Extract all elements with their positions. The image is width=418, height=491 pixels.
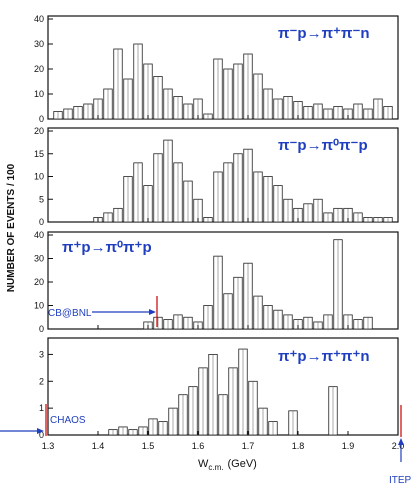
y-tick-label-panel-3-0: 0 — [39, 324, 44, 334]
y-tick-label-panel-2-1: 5 — [39, 194, 44, 204]
x-tick-label-5: 1.8 — [292, 441, 305, 451]
y-tick-label-panel-2-4: 20 — [34, 126, 44, 136]
annotation-cb-bnl: CB@BNL — [48, 296, 158, 327]
y-axis-label: NUMBER OF EVENTS / 100 — [6, 163, 17, 292]
x-tick-label-7: 2.0 — [392, 441, 405, 451]
x-tick-label-2: 1.5 — [142, 441, 155, 451]
annotation-itep-arrowhead — [398, 438, 404, 445]
y-tick-label-panel-3-1: 10 — [34, 301, 44, 311]
reaction-label-panel-3: π⁺p→π⁰π⁺p — [62, 239, 152, 256]
annotation-chaos-arrowhead — [37, 428, 44, 434]
x-axis-label: Wc.m. (GeV) — [198, 458, 257, 472]
y-tick-label-panel-1-0: 0 — [39, 114, 44, 124]
panel-1-frame — [47, 15, 399, 120]
x-axis-label-sub: c.m. — [208, 463, 223, 472]
y-tick-label-panel-1-1: 10 — [34, 89, 44, 99]
y-tick-label-panel-4-1: 1 — [39, 403, 44, 413]
panel-2-frame — [47, 127, 399, 223]
annotation-chaos-label: CHAOS — [50, 415, 86, 426]
x-axis-label-main: W — [198, 458, 209, 470]
annotation-chaos: CHAOS — [0, 404, 86, 436]
y-tick-label-panel-3-4: 40 — [34, 230, 44, 240]
y-tick-label-panel-4-3: 3 — [39, 349, 44, 359]
x-tick-label-1: 1.4 — [92, 441, 105, 451]
y-tick-label-panel-1-4: 40 — [34, 14, 44, 24]
y-tick-label-panel-2-2: 10 — [34, 172, 44, 182]
x-tick-label-3: 1.6 — [192, 441, 205, 451]
y-tick-label-panel-3-3: 30 — [34, 254, 44, 264]
y-tick-label-panel-2-0: 0 — [39, 217, 44, 227]
reaction-label-panel-1: π⁻p→π⁺π⁻n — [278, 25, 370, 42]
x-ticks-layer: 1.3 1.4 1.5 1.6 1.7 1.8 1.9 2.0 — [42, 115, 405, 451]
annotation-cb-bnl-arrowhead — [149, 309, 156, 315]
panel-3-frame — [47, 231, 399, 330]
panel-frames — [47, 15, 399, 436]
y-tick-label-panel-1-2: 20 — [34, 64, 44, 74]
y-tick-label-panel-4-0: 0 — [39, 430, 44, 440]
x-axis-label-unit: (GeV) — [228, 458, 257, 470]
y-ticks-layer: 0 10 20 30 40 0 5 10 15 20 0 10 20 30 40 0 1 2 3 — [34, 14, 53, 440]
y-tick-label-panel-3-2: 20 — [34, 277, 44, 287]
reaction-label-panel-2: π⁻p→π⁰π⁻p — [278, 137, 368, 154]
annotation-itep-label: ITEP — [389, 475, 412, 486]
y-tick-label-panel-2-3: 15 — [34, 149, 44, 159]
y-tick-label-panel-1-3: 30 — [34, 39, 44, 49]
y-tick-label-panel-4-2: 2 — [39, 376, 44, 386]
annotation-itep: ITEP — [389, 405, 412, 486]
reaction-label-panel-4: π⁺p→π⁺π⁺n — [278, 348, 370, 365]
x-tick-label-4: 1.7 — [242, 441, 255, 451]
bars-layer — [53, 43, 393, 436]
x-tick-label-0: 1.3 — [42, 441, 55, 451]
annotation-cb-bnl-label: CB@BNL — [48, 308, 92, 319]
x-tick-label-6: 1.9 — [342, 441, 355, 451]
